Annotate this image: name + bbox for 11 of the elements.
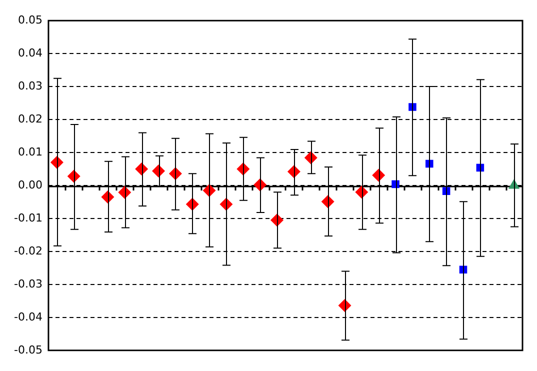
y-tick-label: -0.02	[14, 244, 42, 258]
y-tick-label: -0.03	[14, 277, 42, 290]
y-tick-label: 0.02	[18, 112, 42, 126]
y-tick-label: 0.01	[18, 145, 42, 158]
y-tick-label: 0.03	[18, 79, 42, 92]
y-tick-label: 0.04	[18, 46, 42, 60]
y-tick-label: -0.01	[14, 211, 42, 224]
y-tick-label: -0.05	[14, 343, 42, 356]
y-tick-label: -0.04	[14, 310, 42, 324]
y-tick-label: 0.05	[18, 13, 42, 26]
y-tick-label: 0.00	[18, 178, 42, 192]
